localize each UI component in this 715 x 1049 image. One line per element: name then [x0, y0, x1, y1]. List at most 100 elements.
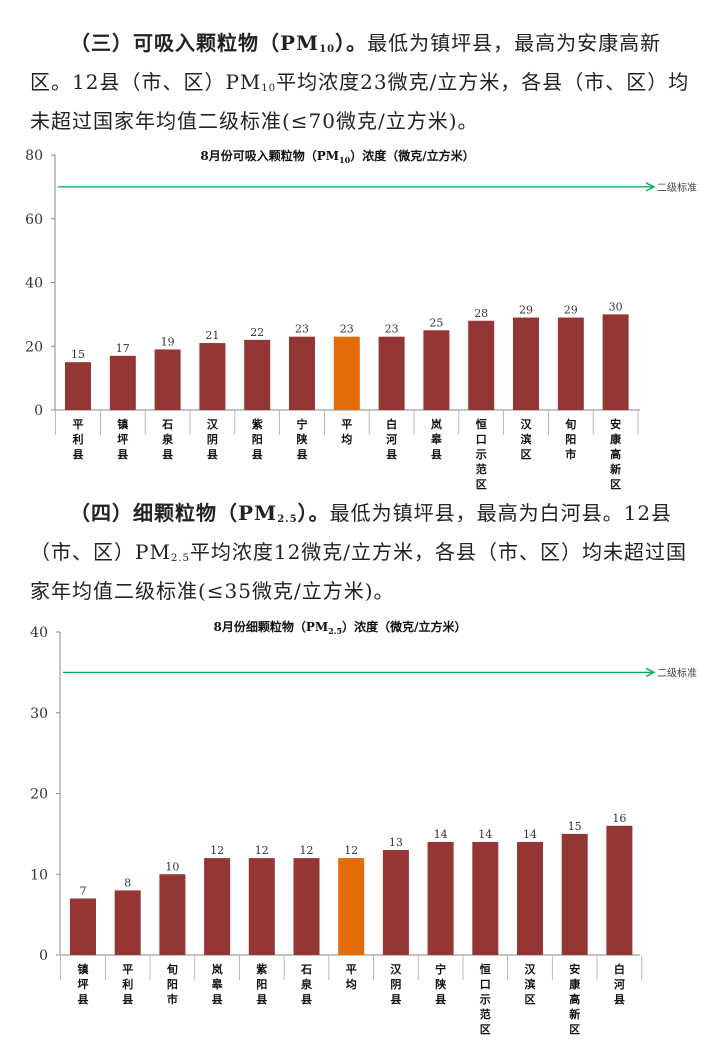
bar — [472, 841, 499, 955]
bar-value-label: 21 — [205, 329, 219, 342]
bar — [468, 320, 495, 410]
bar — [114, 890, 141, 955]
bar — [517, 841, 543, 955]
bar — [159, 874, 186, 955]
y-tick-label: 0 — [34, 403, 43, 419]
category-label: 平均 — [346, 963, 357, 991]
bar-value-label: 29 — [564, 304, 578, 317]
category-label: 恒口示范区 — [475, 417, 487, 491]
bar-value-label: 14 — [478, 828, 492, 841]
category-label: 岚皋县 — [212, 962, 224, 1006]
bar — [423, 330, 450, 410]
bar — [154, 349, 181, 410]
category-label: 白河县 — [614, 962, 625, 1006]
category-label: 安康高新区 — [610, 417, 622, 491]
y-tick-label: 20 — [25, 339, 43, 355]
bar — [513, 317, 539, 410]
bar-value-label: 30 — [609, 300, 623, 313]
section4-heading: （四）细颗粒物（PM2.5）。 — [70, 501, 330, 525]
category-label: 白河县 — [386, 417, 397, 461]
y-tick-label: 60 — [25, 212, 43, 228]
bar — [109, 355, 136, 410]
category-label: 汉阴县 — [207, 417, 219, 461]
bar — [70, 898, 96, 955]
bar-value-label: 23 — [295, 323, 309, 336]
category-label: 镇坪县 — [117, 417, 128, 461]
category-label: 宁陕县 — [435, 962, 446, 1006]
y-tick-label: 30 — [30, 706, 48, 722]
category-label: 汉阴县 — [390, 962, 402, 1006]
y-tick-label: 80 — [25, 148, 43, 164]
standard-arrow-icon — [645, 667, 656, 677]
bar — [293, 858, 320, 955]
bar-value-label: 25 — [429, 316, 443, 329]
category-label: 汉滨区 — [525, 962, 537, 1006]
category-label: 旬阳市 — [166, 962, 178, 1006]
bar — [602, 314, 629, 410]
category-label: 宁陕县 — [297, 417, 308, 461]
bar-value-label: 15 — [568, 820, 582, 833]
section3-heading: （三）可吸入颗粒物（PM10）。 — [70, 31, 368, 55]
bar — [427, 841, 454, 955]
bar — [333, 336, 360, 410]
bar-value-label: 10 — [165, 860, 179, 873]
bar — [378, 336, 405, 410]
category-label: 石泉县 — [300, 963, 313, 1006]
bar-value-label: 8 — [124, 876, 131, 889]
category-label: 岚皋县 — [431, 417, 443, 461]
bar — [561, 833, 588, 955]
bar — [199, 343, 226, 410]
bar-value-label: 13 — [389, 836, 403, 849]
bar-value-label: 7 — [80, 884, 87, 897]
bar — [248, 858, 275, 955]
bar-value-label: 28 — [474, 307, 488, 320]
y-tick-label: 40 — [30, 625, 48, 641]
bar-value-label: 14 — [434, 828, 448, 841]
bar — [244, 339, 271, 410]
bar — [382, 850, 409, 955]
section4-paragraph: （四）细颗粒物（PM2.5）。最低为镇坪县，最高为白河县。12县（市、区）PM2… — [30, 501, 688, 603]
y-tick-label: 20 — [30, 787, 48, 803]
category-label: 平利县 — [73, 418, 84, 461]
standard-label: 二级标准 — [657, 667, 697, 679]
category-label: 紫阳县 — [256, 962, 267, 1006]
bar — [204, 858, 231, 955]
pm25-chart: 8月份细颗粒物（PM2.5）浓度（微克/立方米） 0 10 20 30 40 二级标准 7 镇坪… — [30, 619, 697, 1036]
bar-value-label: 12 — [344, 844, 358, 857]
y-tick-label: 40 — [25, 276, 43, 292]
standard-arrow-icon — [645, 182, 656, 192]
category-label: 平均 — [341, 418, 352, 446]
category-label: 紫阳县 — [252, 417, 263, 461]
category-label: 石泉县 — [161, 418, 174, 461]
category-label: 平利县 — [122, 963, 133, 1006]
bar — [65, 362, 91, 410]
bar — [338, 858, 365, 955]
category-label: 镇坪县 — [78, 962, 89, 1006]
bar — [606, 825, 633, 955]
category-label: 汉滨区 — [521, 417, 533, 461]
bar-value-label: 14 — [523, 828, 537, 841]
chart-title: 8月份细颗粒物（PM2.5）浓度（微克/立方米） — [214, 619, 467, 636]
y-tick-label: 0 — [39, 948, 48, 964]
section3-paragraph: （三）可吸入颗粒物（PM10）。最低为镇坪县，最高为安康高新区。12县（市、区）… — [30, 31, 690, 133]
bar-value-label: 22 — [250, 326, 264, 339]
chart-title: 8月份可吸入颗粒物（PM10）浓度（微克/立方米） — [200, 148, 474, 165]
bar-value-label: 17 — [116, 342, 130, 355]
pm10-chart: 8月份可吸入颗粒物（PM10）浓度（微克/立方米） 0 20 40 60 80 二级标准 15… — [25, 148, 697, 491]
y-tick-label: 10 — [30, 867, 48, 883]
bar-value-label: 29 — [519, 304, 533, 317]
bar-value-label: 23 — [340, 323, 354, 336]
bar-value-label: 12 — [210, 844, 224, 857]
standard-label: 二级标准 — [657, 182, 697, 194]
bar — [289, 336, 315, 410]
bar-value-label: 16 — [612, 812, 626, 825]
category-label: 安康高新区 — [569, 962, 581, 1036]
bar-value-label: 23 — [385, 323, 399, 336]
bar-value-label: 12 — [300, 844, 314, 857]
bar-value-label: 19 — [161, 335, 175, 348]
bar-value-label: 15 — [71, 348, 85, 361]
category-label: 旬阳市 — [564, 417, 576, 461]
category-label: 恒口示范区 — [479, 962, 491, 1036]
bar — [557, 317, 584, 410]
bar-value-label: 12 — [255, 844, 269, 857]
